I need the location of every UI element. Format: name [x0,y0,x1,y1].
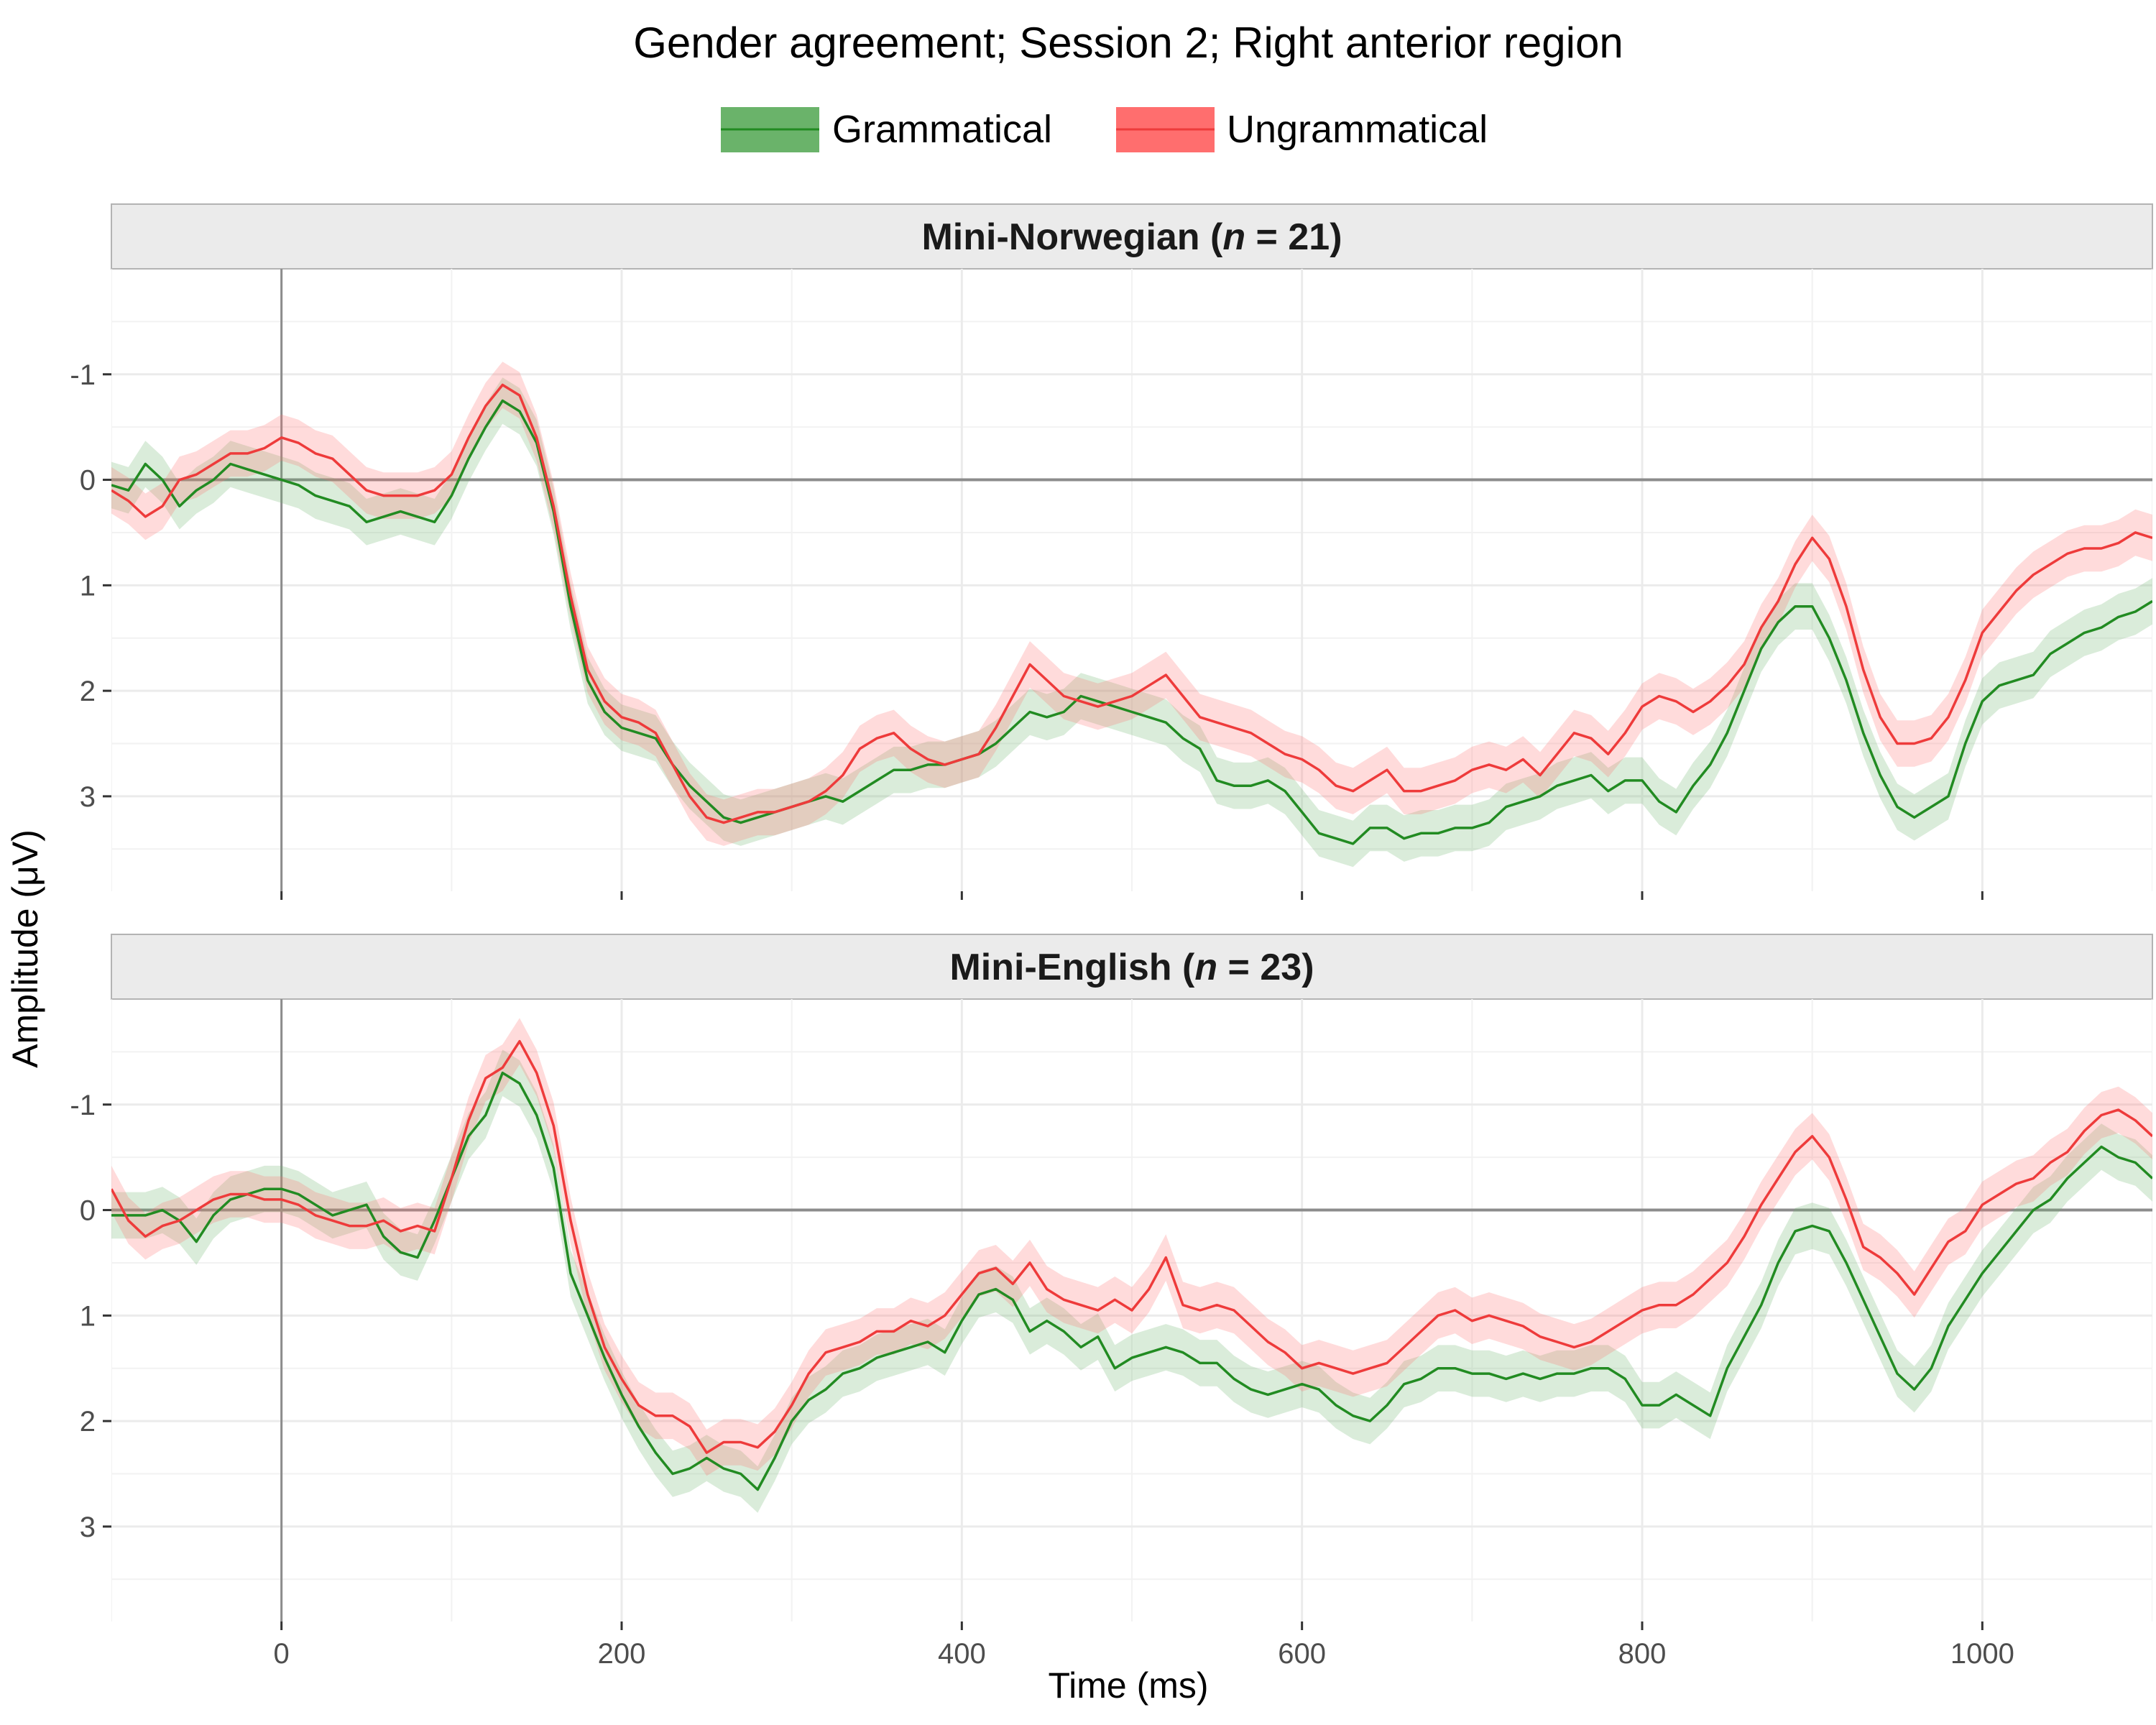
panels-layer: Mini-Norwegian (n = 21)-10123Mini-Englis… [70,203,2153,1630]
x-tick-label: 1000 [1950,1638,2014,1670]
ci-ribbon-grammatical [111,377,2152,868]
panel-strip-label-part: = 23) [1217,947,1314,988]
panel-strip [111,203,2153,270]
panel-strip [111,934,2153,1000]
ci-ribbon-ungrammatical [111,362,2152,846]
y-tick-label: 2 [80,676,96,707]
x-axis-title: Time (ms) [1048,1665,1208,1706]
panel-mini-norwegian: Mini-Norwegian (n = 21) -1 0 1 2 3 [70,203,2153,900]
panel-strip-label-part: Mini-Norwegian ( [921,216,1223,258]
chart-title: Gender agreement; Session 2; Right anter… [633,19,1623,67]
y-tick-label: 3 [80,1512,96,1543]
y-tick-label: 0 [80,1195,96,1227]
y-tick-label: -1 [70,359,96,391]
y-tick-label: 0 [80,465,96,497]
y-tick-label: 1 [80,1300,96,1332]
y-axis-title: Amplitude (μV) [5,829,45,1068]
y-tick-label: 1 [80,570,96,602]
x-tick-label: 200 [598,1638,646,1670]
panel-data [111,362,2152,868]
y-tick-label: 3 [80,781,96,813]
ci-ribbon-ungrammatical [111,1018,2152,1476]
x-tick-label: 600 [1278,1638,1326,1670]
series-line-ungrammatical [111,383,2152,824]
panel-grid [111,999,2152,1622]
panel-strip-label-part: n [1194,947,1217,988]
legend: Grammatical Ungrammatical [721,107,1488,152]
x-tick-label: 400 [938,1638,986,1670]
panel-strip-label: Mini-Norwegian (n = 21) [921,216,1342,258]
panel-strip-label-part: n [1222,216,1245,258]
panel-strip-label-part: Mini-English ( [949,947,1195,988]
x-tick-label: 800 [1618,1638,1667,1670]
legend-label-grammatical: Grammatical [832,108,1052,151]
panel-data [111,1018,2152,1513]
panel-strip-label: Mini-English (n = 23) [949,947,1314,988]
series-line-grammatical [111,399,2152,845]
x-tick-label: 0 [274,1638,290,1670]
series-line-ungrammatical [111,1039,2152,1454]
panel-mini-english: Mini-English (n = 23) -1 0 1 2 3 [70,934,2153,1630]
panel-strip-label-part: = 21) [1245,216,1342,258]
panel-grid [111,269,2152,891]
legend-label-ungrammatical: Ungrammatical [1227,108,1488,151]
y-tick-label: 2 [80,1406,96,1438]
y-tick-label: -1 [70,1090,96,1121]
x-axis: 0 200 400 600 800 1000 [274,1638,2014,1670]
